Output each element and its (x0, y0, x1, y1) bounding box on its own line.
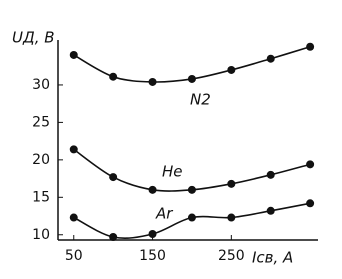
point (109, 173, 118, 182)
y-tick-label: 15 (32, 189, 50, 205)
point (69, 213, 78, 222)
point (306, 42, 315, 51)
series-label: He (162, 163, 183, 181)
point (148, 77, 157, 86)
point (187, 185, 196, 194)
series-label: Ar (155, 205, 173, 223)
y-axis-title: UД, В (12, 29, 55, 47)
point (109, 233, 118, 242)
point (227, 179, 236, 188)
point (187, 213, 196, 222)
point (227, 213, 236, 222)
x-tick-label: 250 (218, 248, 245, 264)
point (266, 206, 275, 215)
x-tick-label: 50 (65, 248, 83, 264)
point (306, 160, 315, 169)
x-axis-title: Iсв, A (252, 249, 293, 267)
point (306, 199, 315, 208)
y-tick-label: 10 (32, 227, 50, 243)
point (266, 170, 275, 179)
series-line (73, 148, 311, 192)
y-tick-label: 20 (32, 152, 50, 168)
y-tick-label: 25 (32, 114, 50, 130)
point (69, 50, 78, 59)
series-label: N2 (190, 91, 211, 109)
point (227, 65, 236, 74)
point (187, 74, 196, 83)
point (69, 145, 78, 154)
point (148, 230, 157, 239)
x-tick-label: 150 (139, 248, 166, 264)
y-tick-label: 30 (32, 77, 50, 93)
point (109, 72, 118, 81)
point (266, 54, 275, 63)
point (148, 185, 157, 194)
